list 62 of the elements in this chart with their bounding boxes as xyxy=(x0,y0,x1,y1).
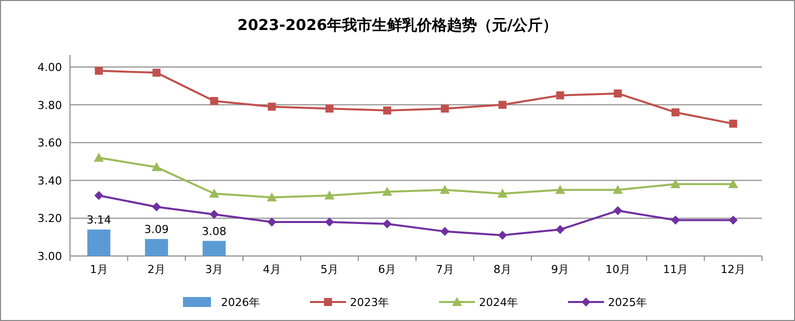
point xyxy=(94,66,103,75)
point xyxy=(612,184,623,194)
point xyxy=(728,216,738,225)
point xyxy=(210,210,219,219)
point xyxy=(383,106,392,114)
x-tick-label: 12月 xyxy=(720,263,746,276)
point xyxy=(555,184,566,194)
point xyxy=(326,104,334,113)
x-tick-label: 5月 xyxy=(320,263,338,276)
x-tick-label: 3月 xyxy=(205,263,224,276)
y-tick-label: 3.60 xyxy=(38,136,62,150)
y-tick-label: 3.40 xyxy=(38,174,62,188)
point xyxy=(440,226,450,236)
point xyxy=(728,179,738,188)
legend-label: 2025年 xyxy=(608,296,647,309)
point xyxy=(614,89,622,98)
x-tick-label: 7月 xyxy=(436,263,454,276)
point xyxy=(670,179,680,188)
point xyxy=(382,219,392,228)
point xyxy=(729,120,738,128)
point xyxy=(209,188,220,198)
y-tick-label: 3.00 xyxy=(38,250,62,263)
x-tick-label: 6月 xyxy=(378,263,396,276)
point xyxy=(498,100,506,109)
point xyxy=(266,192,277,202)
legend-label: 2023年 xyxy=(350,296,389,309)
point xyxy=(210,97,218,106)
legend-label: 2024年 xyxy=(479,296,518,309)
data-label: 3.08 xyxy=(202,224,226,238)
point xyxy=(324,190,334,200)
point xyxy=(556,91,564,100)
point xyxy=(267,217,276,226)
data-label: 3.14 xyxy=(86,214,112,227)
x-tick-label: 8月 xyxy=(494,263,512,276)
x-tick-label: 10月 xyxy=(605,263,630,276)
x-tick-label: 1月 xyxy=(90,263,108,276)
point xyxy=(556,225,565,234)
y-tick-label: 3.20 xyxy=(38,212,62,226)
chart-title: 2023-2026年我市生鲜乳价格趋势（元/公斤） xyxy=(237,16,558,34)
point xyxy=(498,230,507,240)
x-tick-label: 2月 xyxy=(148,263,166,276)
point xyxy=(94,152,104,162)
point xyxy=(498,188,508,198)
point xyxy=(325,217,334,226)
x-tick-label: 11月 xyxy=(663,263,688,276)
y-tick-label: 3.80 xyxy=(38,98,62,112)
data-label: 3.09 xyxy=(144,222,169,236)
point xyxy=(440,104,449,113)
legend-label: 2026年 xyxy=(221,296,260,309)
point xyxy=(672,108,680,116)
point xyxy=(268,102,276,111)
point xyxy=(671,216,680,225)
point xyxy=(152,68,160,77)
point xyxy=(152,162,162,172)
x-tick-label: 4月 xyxy=(262,263,281,276)
x-tick-label: 9月 xyxy=(551,263,570,276)
y-tick-label: 4.00 xyxy=(38,61,62,74)
point xyxy=(94,191,104,200)
point xyxy=(152,202,161,212)
point xyxy=(613,206,622,216)
point xyxy=(382,186,392,196)
point xyxy=(440,184,450,194)
